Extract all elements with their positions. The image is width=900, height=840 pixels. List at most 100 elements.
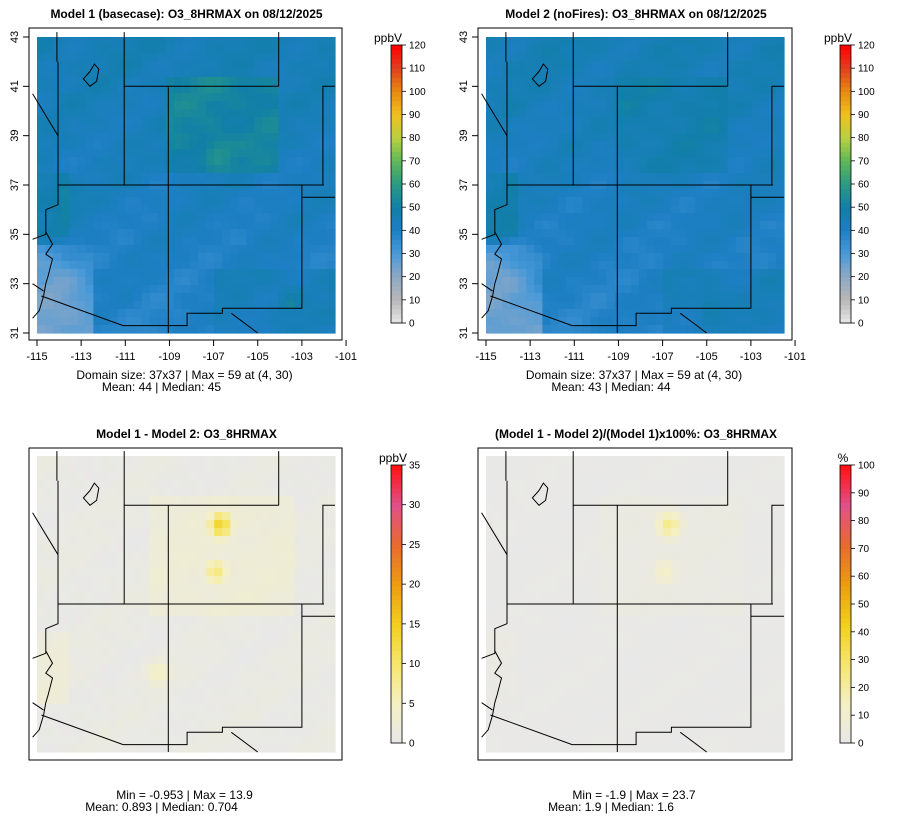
heatmap-cell — [727, 37, 737, 46]
heatmap-cell — [125, 165, 135, 174]
heatmap-cell — [125, 680, 135, 689]
heatmap-cell — [262, 309, 272, 318]
heatmap-cell — [663, 245, 672, 254]
heatmap-cell — [655, 237, 664, 246]
heatmap-cell — [141, 157, 151, 166]
heatmap-cell — [294, 277, 304, 286]
stats-line-2: Mean: 0.893 | Median: 0.704 — [85, 800, 238, 814]
heatmap-cell — [558, 37, 568, 46]
heatmap-cell — [679, 213, 688, 222]
heatmap-cell — [93, 608, 103, 617]
heatmap-cell — [117, 536, 127, 545]
heatmap-cell — [125, 472, 135, 481]
heatmap-cell — [69, 125, 78, 134]
heatmap-cell — [190, 205, 199, 214]
colorbar-tick-label: 0 — [409, 739, 415, 750]
heatmap-cell — [37, 528, 46, 537]
heatmap-cell — [230, 69, 239, 78]
heatmap-cell — [181, 736, 191, 745]
heatmap-cell — [695, 472, 705, 481]
heatmap-cell — [181, 608, 191, 617]
heatmap-cell — [53, 656, 62, 665]
heatmap-cell — [310, 608, 320, 617]
heatmap-cell — [61, 560, 70, 569]
heatmap-cell — [518, 253, 527, 262]
heatmap-cell — [647, 117, 656, 126]
x-tick-label: -109 — [607, 351, 629, 363]
heatmap-cell — [574, 480, 584, 489]
heatmap-cell — [751, 117, 761, 126]
heatmap-cell — [294, 472, 304, 481]
heatmap-cell — [69, 568, 78, 577]
state-border — [32, 512, 59, 604]
heatmap-cell — [727, 173, 737, 182]
heatmap-cell — [109, 173, 119, 182]
heatmap-cell — [310, 61, 320, 70]
heatmap-cell — [270, 744, 280, 753]
heatmap-cell — [671, 205, 680, 214]
heatmap-cell — [711, 496, 721, 505]
heatmap-cell — [133, 157, 143, 166]
heatmap-cell — [198, 261, 207, 270]
heatmap-cell — [254, 61, 264, 70]
colorbar-tick-label: 100 — [858, 87, 875, 98]
heatmap-cell — [45, 293, 54, 302]
heatmap-cell — [759, 173, 769, 182]
heatmap-cell — [69, 101, 78, 110]
heatmap-cell — [695, 480, 705, 489]
heatmap-cell — [69, 496, 78, 505]
heatmap-cell — [198, 672, 207, 681]
colorbar-tick-label: 110 — [409, 64, 425, 75]
heatmap-cell — [630, 552, 640, 561]
colorbar-tick-label: 0 — [858, 319, 864, 330]
heatmap-cell — [719, 480, 729, 489]
heatmap-cell — [622, 53, 632, 62]
heatmap-cell — [566, 520, 576, 529]
heatmap-cell — [101, 496, 111, 505]
heatmap-cell — [53, 552, 62, 561]
heatmap-cell — [190, 245, 199, 254]
heatmap-cell — [133, 744, 143, 753]
heatmap-cell — [141, 536, 151, 545]
heatmap-cell — [671, 496, 680, 505]
heatmap-cell — [125, 688, 135, 697]
heatmap-cell — [582, 157, 592, 166]
heatmap-cell — [719, 189, 729, 198]
heatmap-cell — [254, 173, 264, 182]
heatmap-cell — [510, 61, 519, 70]
heatmap-cell — [310, 648, 320, 657]
heatmap-cell — [671, 456, 680, 465]
heatmap-cell — [574, 512, 584, 521]
heatmap-cell — [77, 656, 86, 665]
heatmap-cell — [85, 189, 94, 198]
colorbar-step — [391, 100, 402, 106]
heatmap-cell — [149, 61, 159, 70]
heatmap-cell — [101, 165, 111, 174]
heatmap-cell — [149, 568, 159, 577]
heatmap-cell — [582, 285, 592, 294]
heatmap-cell — [294, 293, 304, 302]
heatmap-cell — [238, 173, 247, 182]
heatmap-cell — [85, 69, 94, 78]
heatmap-cell — [246, 45, 256, 54]
heatmap-cell — [117, 229, 127, 238]
heatmap-cell — [157, 664, 167, 673]
heatmap-cell — [69, 640, 78, 649]
colorbar-step — [391, 511, 402, 517]
heatmap-cell — [606, 157, 616, 166]
heatmap-cell — [165, 285, 175, 294]
heatmap-cell — [238, 277, 247, 286]
heatmap-cell — [735, 69, 745, 78]
heatmap-cell — [262, 552, 272, 561]
heatmap-cell — [719, 125, 729, 134]
heatmap-cell — [679, 221, 688, 230]
heatmap-cell — [759, 456, 769, 465]
heatmap-cell — [703, 520, 713, 529]
colorbar-step — [840, 304, 851, 310]
heatmap-cell — [598, 536, 608, 545]
heatmap-cell — [141, 77, 151, 86]
heatmap-cell — [606, 61, 616, 70]
heatmap-cell — [647, 37, 656, 46]
heatmap-cell — [93, 736, 103, 745]
heatmap-cell — [574, 560, 584, 569]
